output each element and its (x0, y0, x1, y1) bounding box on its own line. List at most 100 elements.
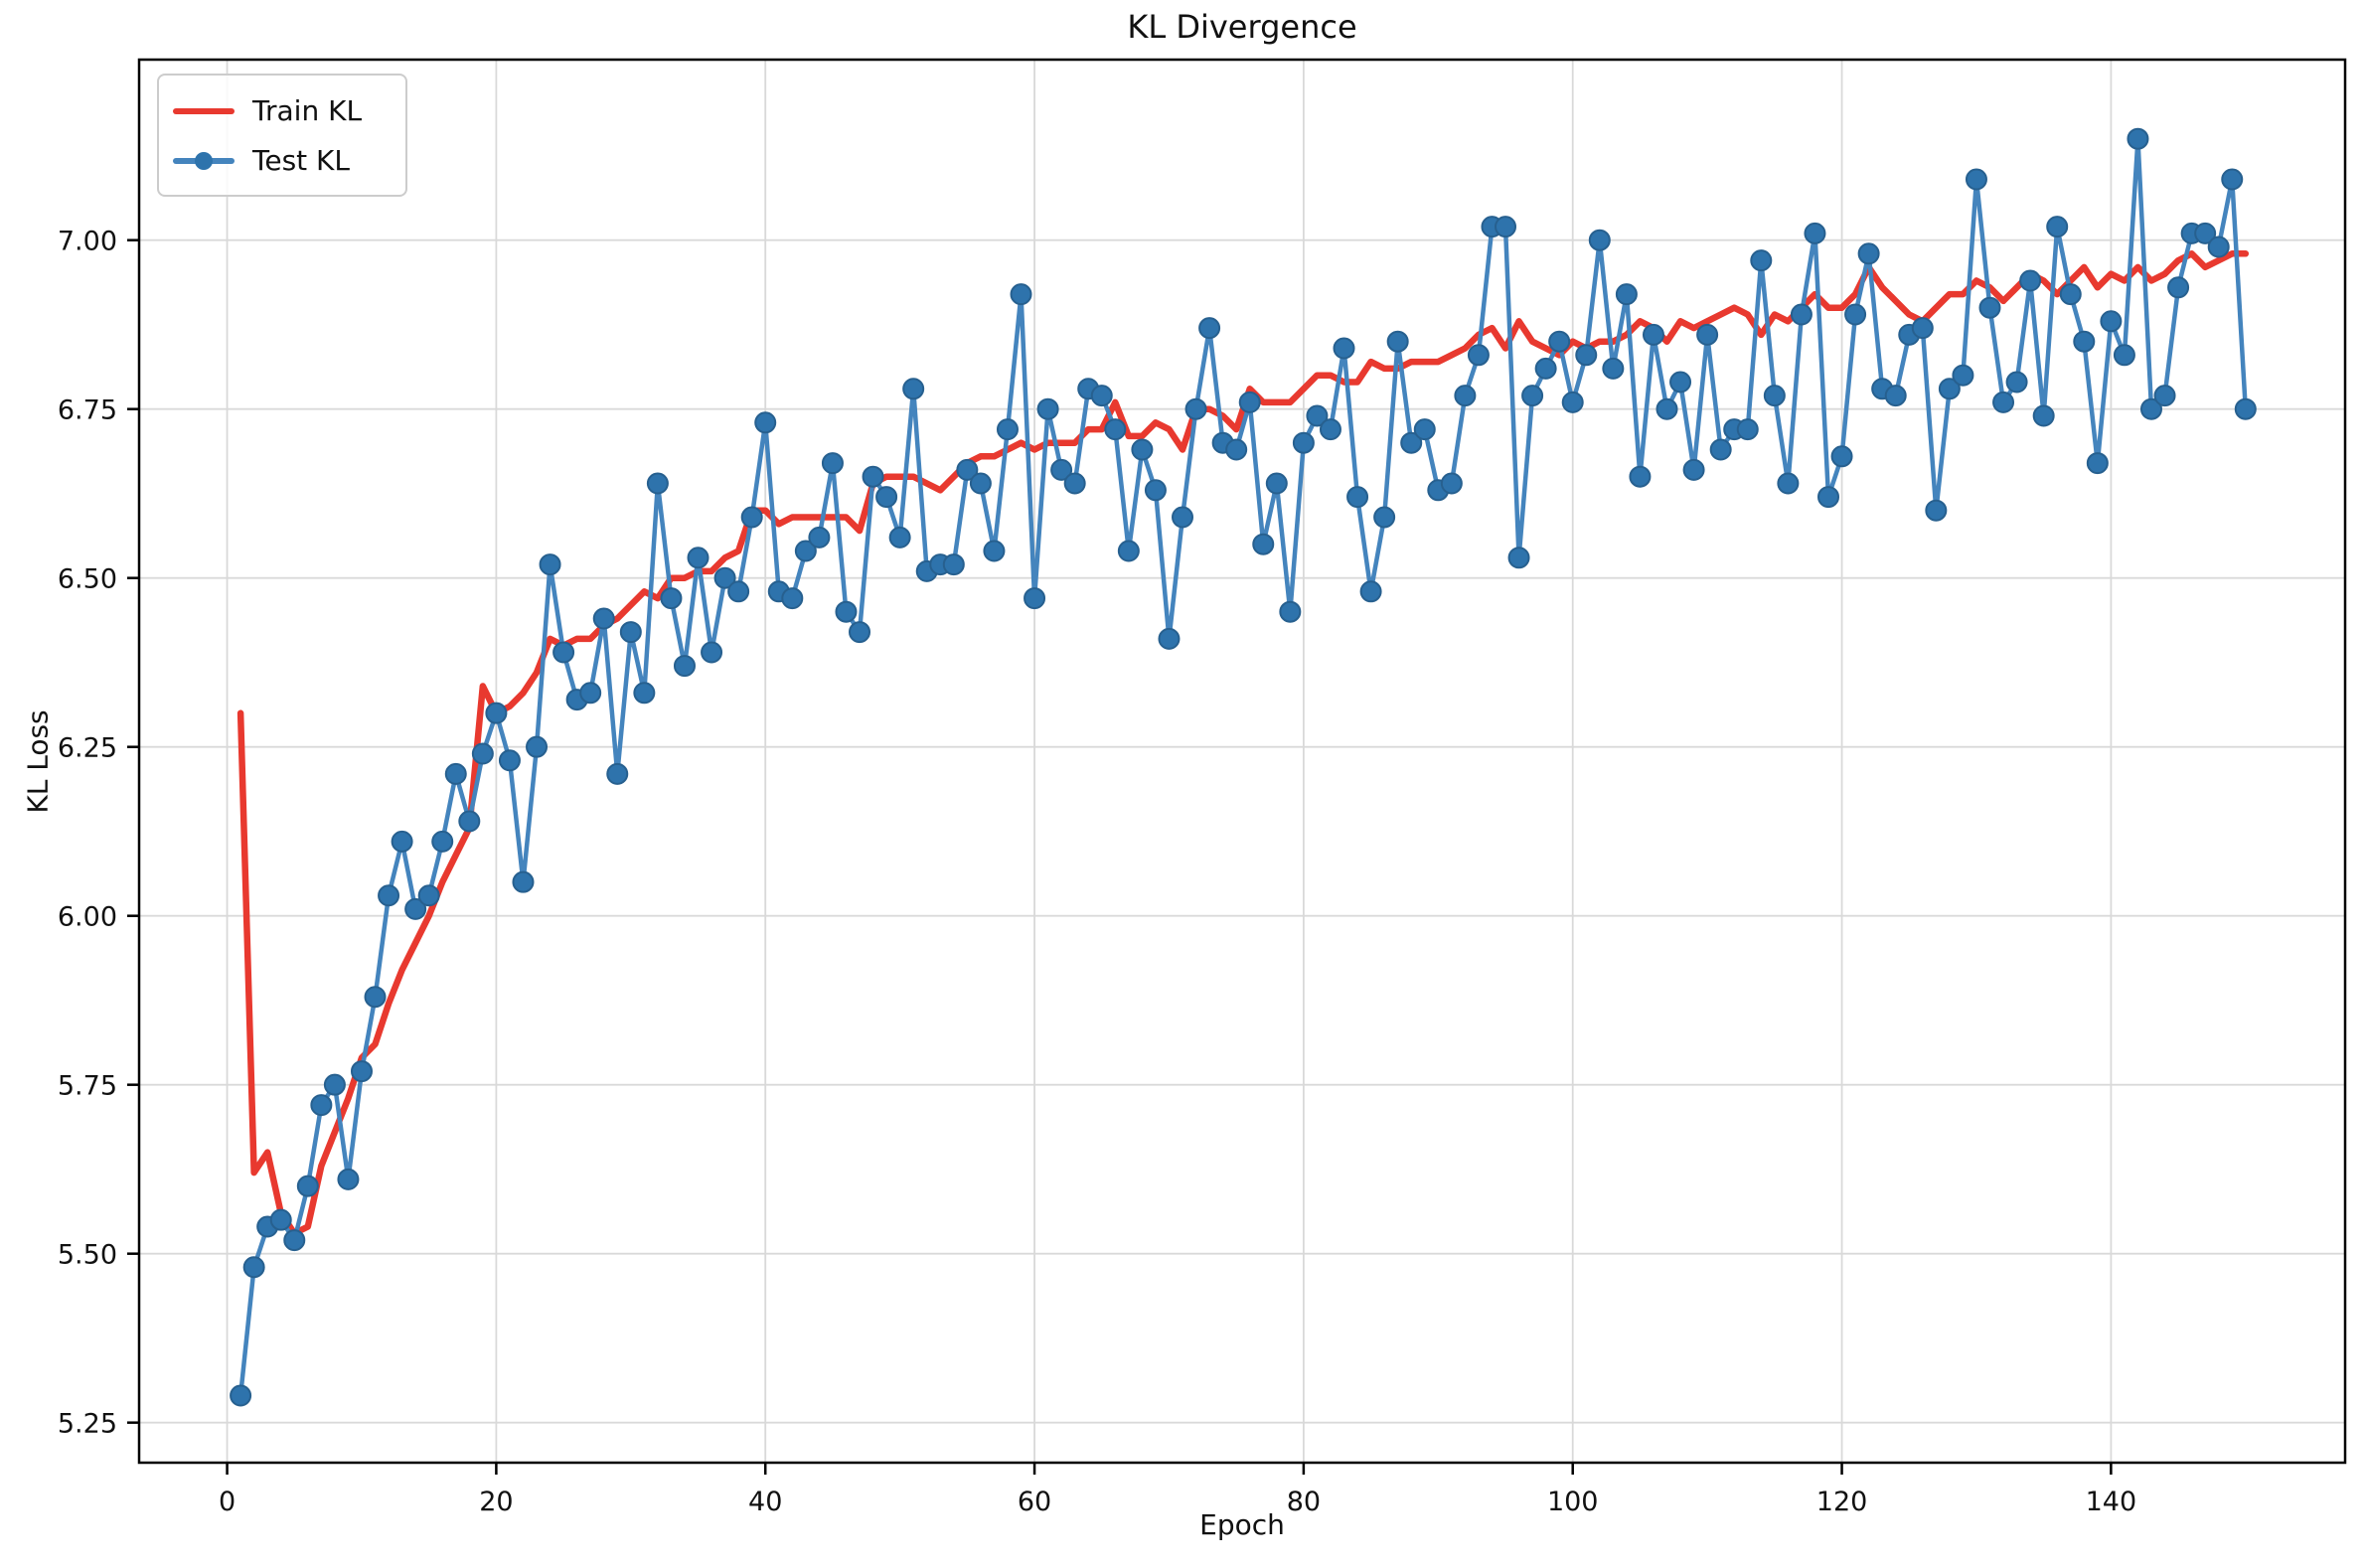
y-tick-label: 7.00 (58, 227, 117, 257)
x-tick-label: 60 (1018, 1487, 1051, 1517)
data-point (1495, 216, 1517, 238)
data-point (1225, 438, 1248, 461)
data-point (969, 472, 992, 495)
data-point (310, 1094, 333, 1117)
data-point (2005, 371, 2028, 393)
data-point (1696, 323, 1719, 346)
data-point (1857, 242, 1880, 265)
data-point (337, 1168, 360, 1190)
data-point (1454, 385, 1477, 407)
data-point (740, 506, 763, 529)
data-point (1265, 472, 1288, 495)
y-tick-label: 5.50 (58, 1240, 117, 1271)
data-point (1467, 344, 1490, 367)
data-point (579, 682, 602, 705)
data-point (646, 472, 669, 495)
data-point (1413, 418, 1436, 441)
data-point (2113, 344, 2135, 367)
data-point (942, 553, 965, 576)
data-point (1669, 371, 1692, 393)
data-point (552, 641, 575, 664)
data-point (835, 600, 858, 623)
data-point (1588, 229, 1611, 251)
x-tick-label: 100 (1547, 1487, 1599, 1517)
data-point (2046, 216, 2069, 238)
data-point (849, 621, 871, 644)
data-point (1279, 600, 1302, 623)
plot-border (137, 58, 2347, 1465)
data-point (1884, 385, 1907, 407)
data-point (592, 607, 615, 630)
data-point (1198, 317, 1221, 340)
data-point (283, 1229, 306, 1252)
data-point (1090, 385, 1113, 407)
data-point (956, 458, 979, 481)
data-point (364, 986, 387, 1009)
y-axis-label: KL Loss (21, 709, 55, 814)
data-point (2032, 404, 2055, 427)
x-axis-label: Epoch (1199, 1508, 1285, 1541)
data-point (296, 1175, 319, 1197)
data-point (1292, 431, 1315, 454)
data-point (2234, 397, 2257, 420)
legend: Train KL Test KL (157, 74, 407, 197)
data-point (1036, 397, 1059, 420)
legend-item-test-kl: Test KL (173, 135, 392, 185)
data-point (673, 655, 696, 678)
data-point (808, 526, 831, 549)
data-point (350, 1060, 373, 1083)
data-point (1561, 391, 1584, 413)
data-point (1359, 580, 1382, 603)
data-point (404, 897, 427, 920)
data-point (1925, 499, 1948, 522)
data-point (2207, 235, 2230, 258)
data-point (1319, 418, 1341, 441)
data-point (2059, 283, 2082, 306)
y-tick-label: 5.75 (58, 1071, 117, 1102)
x-tick-label: 120 (1816, 1487, 1868, 1517)
x-tick-label: 20 (479, 1487, 513, 1517)
data-point (2140, 397, 2163, 420)
data-point (633, 682, 656, 705)
data-point (1024, 587, 1046, 610)
data-point (875, 486, 898, 509)
data-point (1978, 296, 2001, 319)
data-point (1992, 391, 2015, 413)
data-point (1790, 303, 1813, 326)
data-point (1117, 540, 1140, 562)
data-point (713, 566, 736, 589)
data-point (1131, 438, 1154, 461)
data-point (485, 702, 508, 724)
data-point (687, 547, 710, 569)
test-line-swatch-icon (173, 135, 235, 185)
data-point (821, 452, 844, 475)
data-point (1534, 357, 1557, 380)
data-point (1844, 303, 1867, 326)
data-point (269, 1208, 292, 1231)
data-point (1507, 547, 1530, 569)
data-point (781, 587, 804, 610)
legend-item-train-kl: Train KL (173, 85, 392, 135)
y-tick-label: 6.00 (58, 902, 117, 933)
data-point (2153, 385, 2176, 407)
chart-title: KL Divergence (1127, 8, 1357, 46)
data-point (539, 553, 561, 576)
y-tick-label: 5.25 (58, 1409, 117, 1440)
data-point (242, 1256, 265, 1279)
data-point (1063, 472, 1086, 495)
data-point (1602, 357, 1625, 380)
data-point (1184, 397, 1207, 420)
data-point (230, 1384, 252, 1407)
y-tick-label: 6.25 (58, 733, 117, 764)
data-point (1763, 385, 1786, 407)
data-point (2167, 276, 2190, 299)
data-point (323, 1073, 346, 1096)
data-point (1817, 486, 1840, 509)
x-tick-label: 140 (2086, 1487, 2137, 1517)
data-point (1158, 627, 1181, 650)
data-point (444, 762, 467, 785)
data-point (391, 830, 413, 853)
data-point (1386, 330, 1409, 353)
data-point (660, 587, 683, 610)
